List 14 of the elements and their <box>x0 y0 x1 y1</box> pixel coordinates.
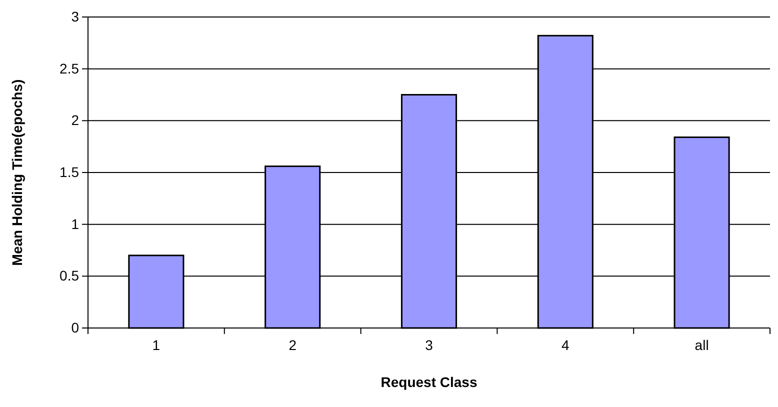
x-tick-label: 4 <box>562 336 570 353</box>
y-tick-label: 3 <box>71 8 80 24</box>
y-tick-label: 0 <box>71 319 80 336</box>
y-tick-label: 0.5 <box>60 268 80 284</box>
y-tick-label: 1.5 <box>60 164 80 180</box>
x-tick-label: 1 <box>152 336 160 353</box>
y-tick-label: 1 <box>71 216 80 232</box>
x-tick-label: 3 <box>425 336 434 353</box>
x-tick-label: 2 <box>288 336 297 353</box>
x-axis-title: Request Class <box>380 374 478 390</box>
y-tick-label: 2 <box>71 112 80 128</box>
y-axis-title: Mean Holding Time(epochs) <box>9 79 25 266</box>
x-tick-label: all <box>694 336 709 353</box>
y-tick-label: 2.5 <box>60 60 80 76</box>
